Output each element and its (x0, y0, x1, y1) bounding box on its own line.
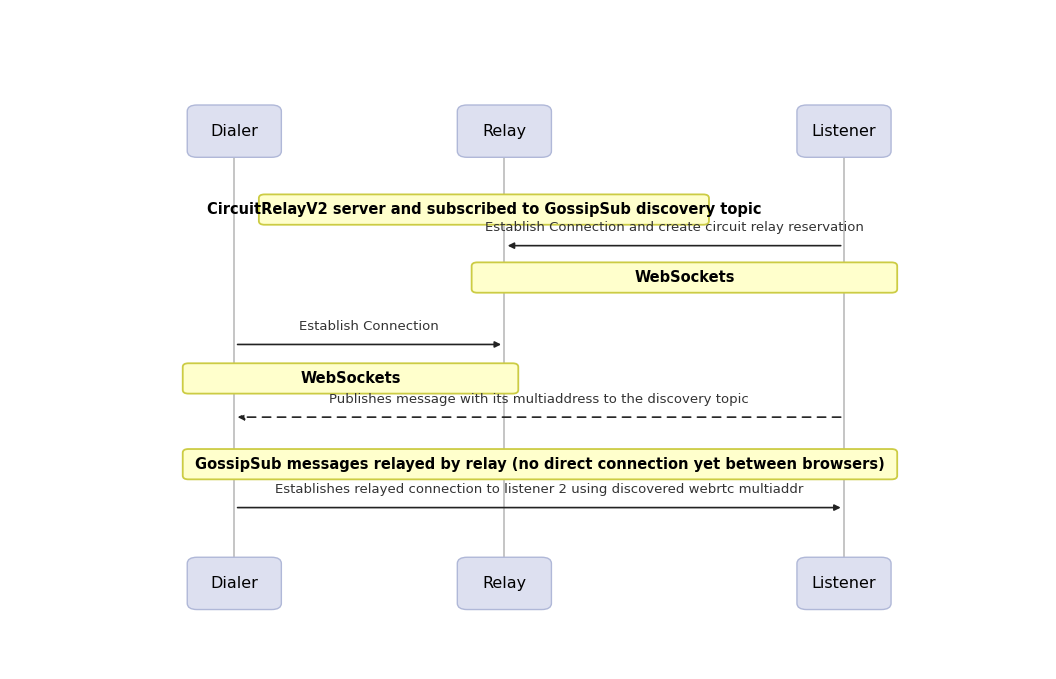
Text: Listener: Listener (812, 576, 876, 591)
Text: Dialer: Dialer (210, 124, 259, 139)
FancyBboxPatch shape (472, 262, 898, 293)
Text: Listener: Listener (812, 124, 876, 139)
Text: Establish Connection: Establish Connection (300, 320, 439, 333)
Text: Establishes relayed connection to listener 2 using discovered webrtc multiaddr: Establishes relayed connection to listen… (275, 483, 804, 496)
FancyBboxPatch shape (183, 363, 518, 394)
Text: Relay: Relay (483, 124, 527, 139)
Text: GossipSub messages relayed by relay (no direct connection yet between browsers): GossipSub messages relayed by relay (no … (195, 457, 885, 472)
Text: Publishes message with its multiaddress to the discovery topic: Publishes message with its multiaddress … (329, 392, 749, 405)
Text: CircuitRelayV2 server and subscribed to GossipSub discovery topic: CircuitRelayV2 server and subscribed to … (207, 202, 761, 217)
FancyBboxPatch shape (187, 557, 281, 610)
Text: Relay: Relay (483, 576, 527, 591)
FancyBboxPatch shape (183, 449, 898, 479)
Text: WebSockets: WebSockets (635, 270, 735, 285)
FancyBboxPatch shape (797, 557, 891, 610)
Text: Dialer: Dialer (210, 576, 259, 591)
FancyBboxPatch shape (187, 105, 281, 158)
FancyBboxPatch shape (259, 194, 709, 225)
Text: WebSockets: WebSockets (300, 371, 401, 386)
Text: Establish Connection and create circuit relay reservation: Establish Connection and create circuit … (485, 221, 864, 234)
FancyBboxPatch shape (797, 105, 891, 158)
FancyBboxPatch shape (457, 557, 551, 610)
FancyBboxPatch shape (457, 105, 551, 158)
